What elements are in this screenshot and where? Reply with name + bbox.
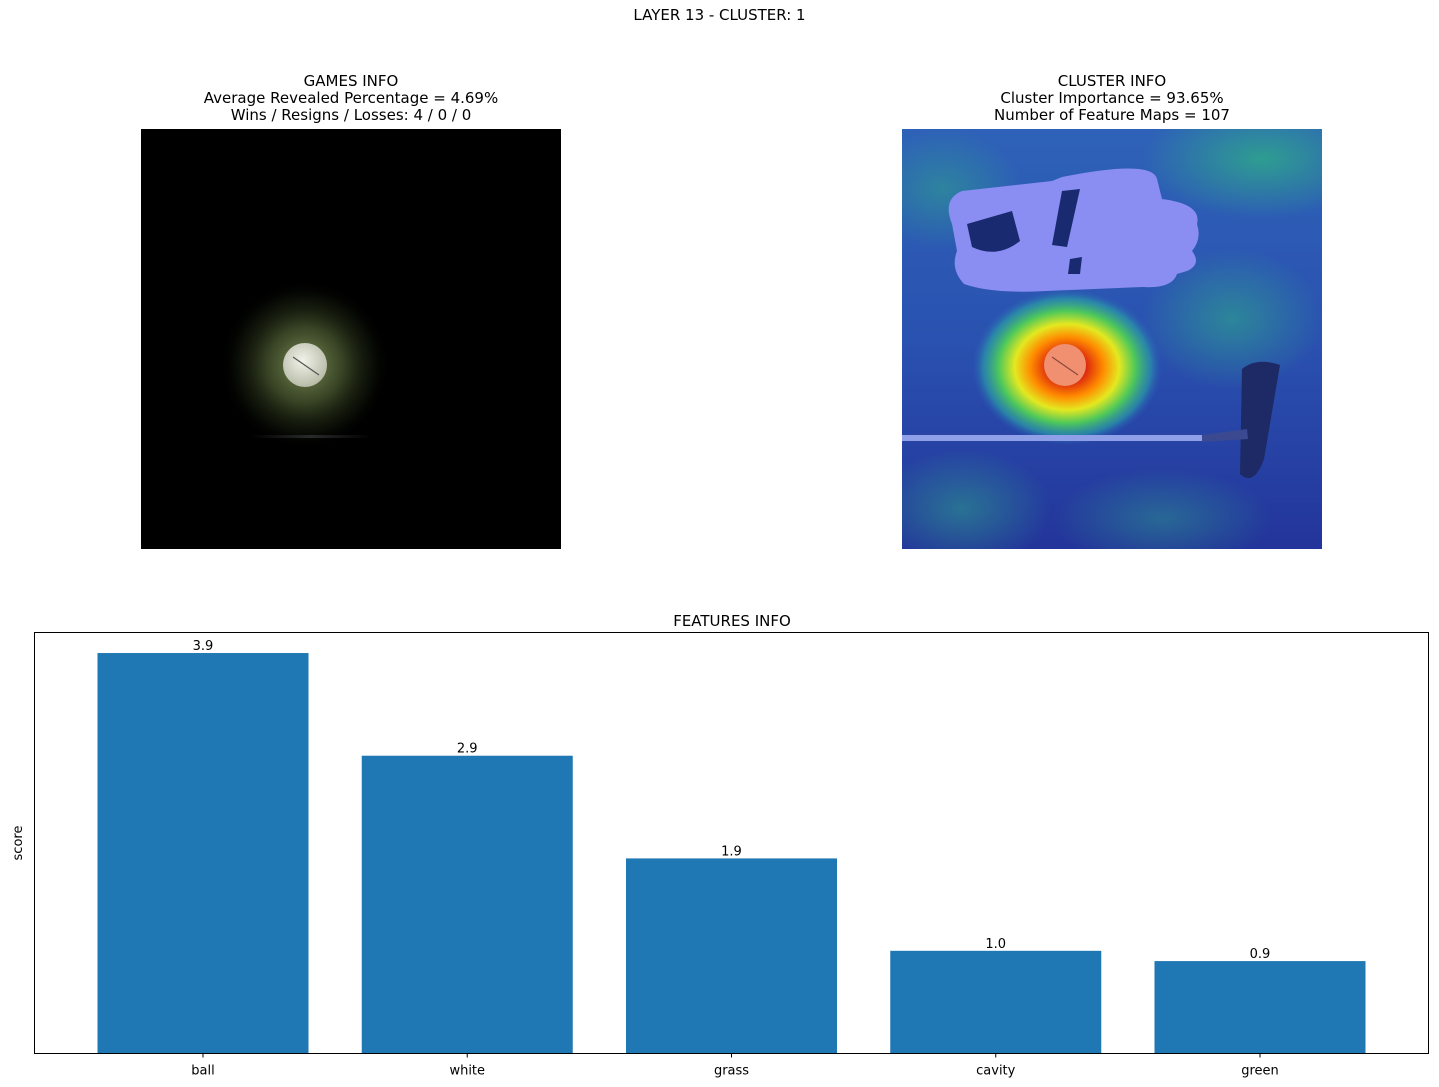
x-tick-label-green: green: [1241, 1064, 1279, 1079]
bar-green: [1154, 961, 1366, 1054]
bars-layer: [97, 653, 1366, 1054]
figure-title: LAYER 13 - CLUSTER: 1: [633, 6, 806, 24]
plot-frame: [34, 632, 1429, 1054]
glove-shape: [948, 168, 1199, 292]
x-tick-label-ball: ball: [191, 1064, 214, 1079]
putter-shaft: [902, 435, 1202, 441]
cluster-info-importance: Cluster Importance = 93.65%: [1000, 89, 1224, 107]
cluster-info-feature-maps: Number of Feature Maps = 107: [994, 106, 1230, 124]
bar-white: [361, 755, 573, 1054]
data-label-cavity: 1.0: [985, 937, 1006, 952]
chart-title: FEATURES INFO: [673, 612, 791, 630]
data-label-green: 0.9: [1250, 947, 1271, 962]
games-info-title: GAMES INFO: [303, 72, 399, 90]
x-tick-label-cavity: cavity: [976, 1064, 1016, 1079]
putter-head: [1240, 361, 1280, 479]
revealed-image-graphic: [220, 280, 390, 450]
bar-cavity: [890, 950, 1102, 1054]
revealed-image: [141, 129, 561, 549]
bar-ball: [97, 653, 309, 1054]
x-tick-label-grass: grass: [714, 1064, 749, 1079]
club-shaft-hint: [251, 435, 371, 438]
games-info-revealed: Average Revealed Percentage = 4.69%: [203, 89, 499, 107]
y-axis-label: score: [11, 826, 26, 861]
data-label-ball: 3.9: [193, 639, 214, 654]
heatmap-image-graphic: [902, 129, 1322, 549]
x-ticks-layer: ball white grass cavity green: [191, 1053, 1279, 1079]
cluster-info-title: CLUSTER INFO: [1057, 72, 1167, 90]
heatmap-image: [902, 129, 1322, 549]
games-info-title-block: GAMES INFO Average Revealed Percentage =…: [141, 73, 561, 124]
games-info-record: Wins / Resigns / Losses: 4 / 0 / 0: [230, 106, 472, 124]
x-tick-label-white: white: [449, 1064, 485, 1079]
data-label-grass: 1.9: [721, 844, 742, 859]
data-labels-layer: 3.9 2.9 1.9 1.0 0.9: [193, 639, 1271, 962]
bar-grass: [626, 858, 837, 1054]
golf-ball: [1044, 344, 1086, 386]
data-label-white: 2.9: [457, 742, 478, 757]
cluster-info-title-block: CLUSTER INFO Cluster Importance = 93.65%…: [902, 73, 1322, 124]
